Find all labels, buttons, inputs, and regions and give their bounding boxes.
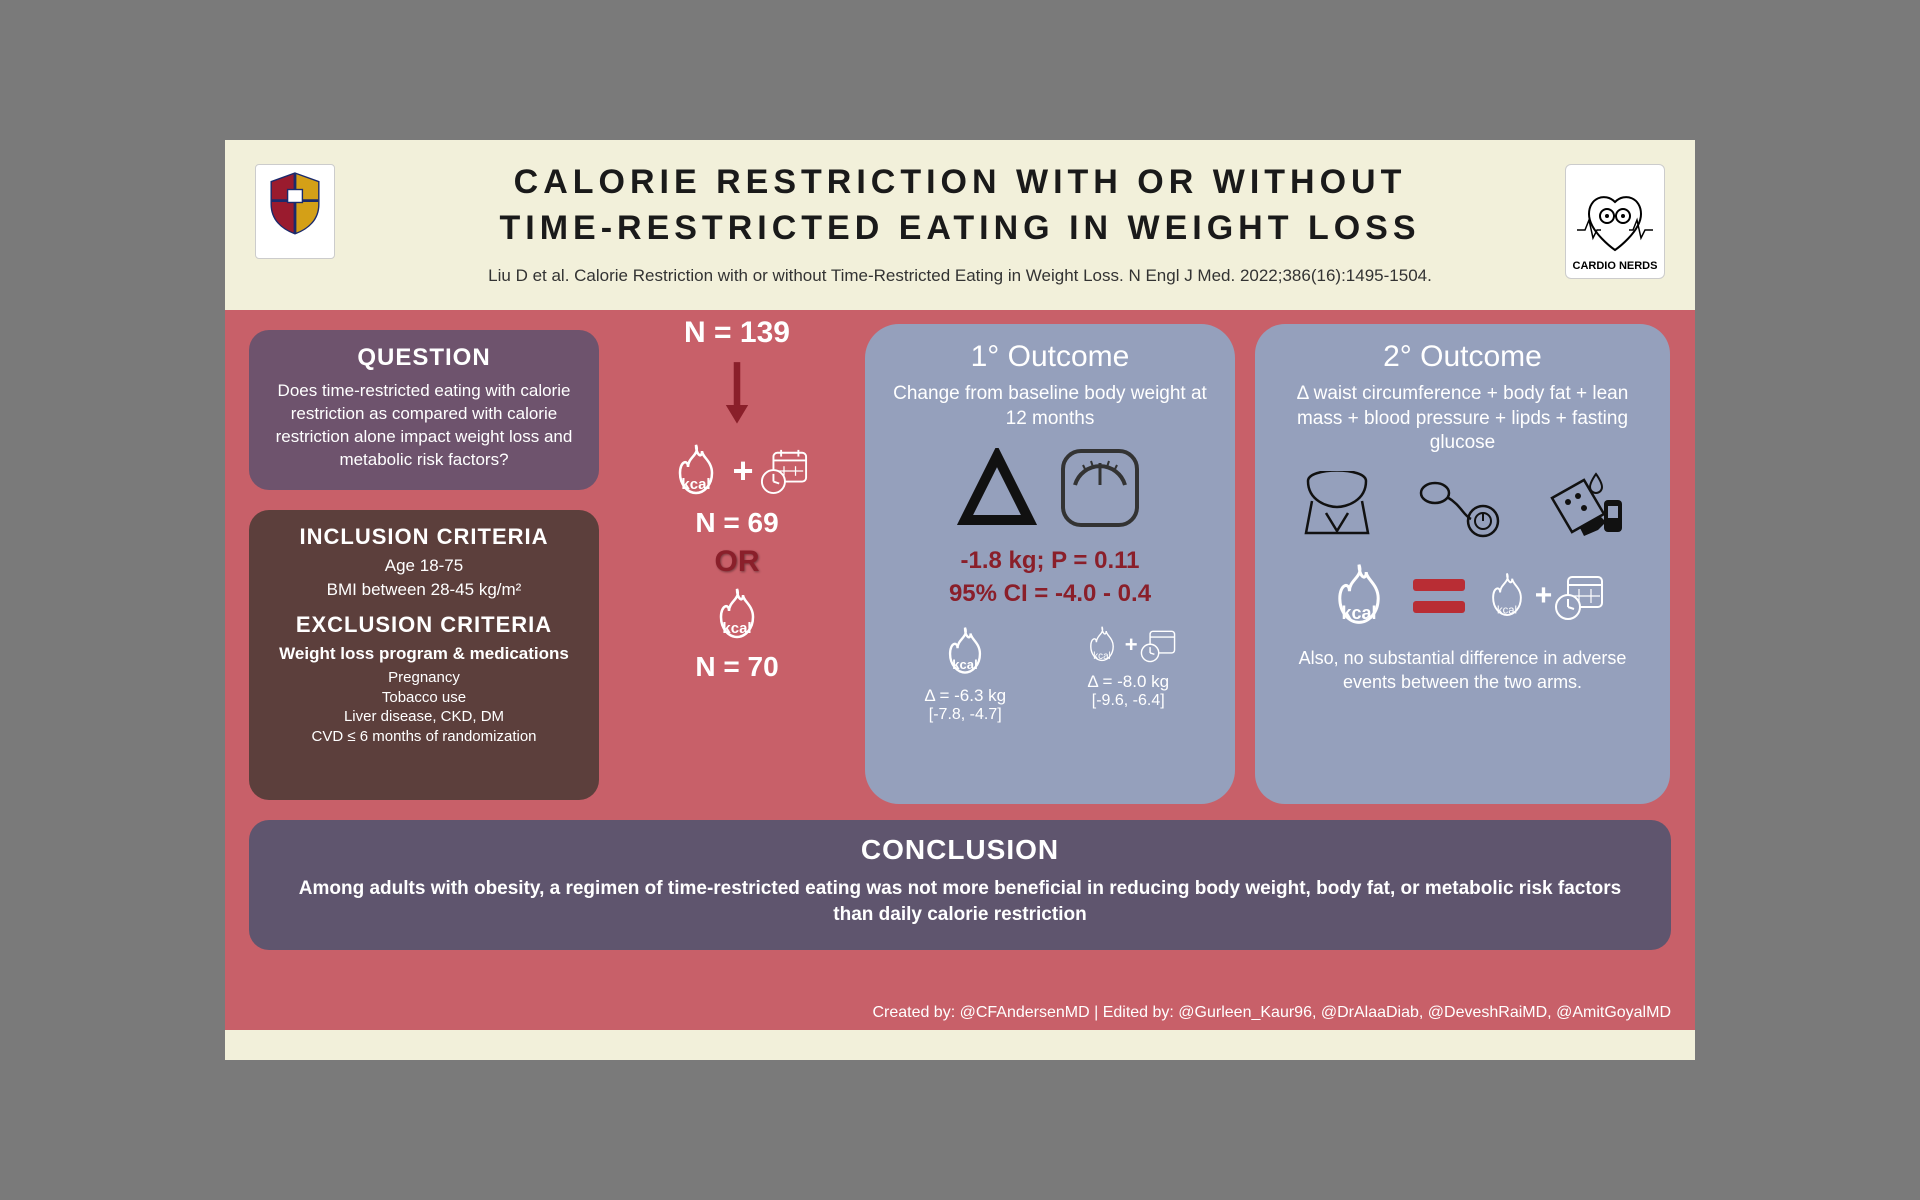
waist-tape-icon	[1298, 471, 1376, 541]
primary-result-2: 95% CI = -4.0 - 0.4	[887, 578, 1213, 610]
flame-kcal-icon: kcal	[1321, 560, 1397, 632]
primary-outcome-box: 1° Outcome Change from baseline body wei…	[865, 324, 1235, 804]
logo-right-label: CARDIO NERDS	[1573, 260, 1658, 272]
conclusion-title: CONCLUSION	[289, 834, 1631, 866]
scale-icon	[1057, 445, 1143, 531]
exclusion-4: Liver disease, CKD, DM	[267, 707, 581, 727]
svg-text:kcal: kcal	[1341, 603, 1376, 623]
or-label: OR	[627, 545, 847, 579]
exclusion-2: Pregnancy	[267, 668, 581, 688]
main-title: CALORIE RESTRICTION WITH OR WITHOUT TIME…	[255, 160, 1665, 252]
arm-tre-result: kcal + Δ = -8.0 kg [-9.6, -6.4]	[1081, 624, 1176, 724]
svg-text:kcal: kcal	[682, 476, 711, 493]
infographic-page: CARDIO NERDS CALORIE RESTRICTION WITH OR…	[225, 140, 1695, 1060]
flame-kcal-icon: kcal	[935, 624, 995, 680]
n-arm2: N = 70	[627, 651, 847, 683]
flame-kcal-icon: kcal	[1081, 624, 1123, 666]
exclusion-5: CVD ≤ 6 months of randomization	[267, 727, 581, 747]
secondary-outcome-title: 2° Outcome	[1277, 340, 1648, 374]
delta-icon	[957, 448, 1037, 528]
blood-pressure-icon	[1417, 471, 1503, 541]
exclusion-1: Weight loss program & medications	[267, 644, 581, 664]
conclusion-box: CONCLUSION Among adults with obesity, a …	[249, 820, 1671, 950]
plus-icon: +	[732, 450, 753, 492]
exclusion-title: EXCLUSION CRITERIA	[267, 612, 581, 638]
title-line-1: CALORIE RESTRICTION WITH OR WITHOUT	[514, 163, 1407, 201]
secondary-outcome-note: Also, no substantial difference in adver…	[1277, 646, 1648, 695]
citation-text: Liu D et al. Calorie Restriction with or…	[255, 266, 1665, 286]
svg-text:kcal: kcal	[1093, 651, 1110, 662]
secondary-outcome-subtitle: Δ waist circumference + body fat + lean …	[1277, 382, 1648, 456]
randomization-column: N = 139 kcal +	[627, 316, 847, 796]
clock-calendar-icon	[760, 447, 808, 495]
flame-kcal-icon: kcal	[1481, 570, 1533, 622]
primary-outcome-subtitle: Change from baseline body weight at 12 m…	[887, 382, 1213, 431]
arm-tre-ci: [-9.6, -6.4]	[1081, 692, 1176, 710]
arm-cr-ci: [-7.8, -4.7]	[924, 706, 1006, 724]
equals-icon	[1411, 573, 1467, 619]
header: CARDIO NERDS CALORIE RESTRICTION WITH OR…	[225, 140, 1695, 310]
criteria-box: INCLUSION CRITERIA Age 18-75 BMI between…	[249, 510, 599, 800]
title-line-2: TIME-RESTRICTED EATING IN WEIGHT LOSS	[499, 209, 1420, 247]
glucose-lipid-icon	[1544, 470, 1628, 542]
question-title: QUESTION	[269, 344, 579, 372]
shield-icon	[262, 171, 328, 236]
question-text: Does time-restricted eating with calorie…	[269, 380, 579, 472]
conclusion-text: Among adults with obesity, a regimen of …	[289, 876, 1631, 927]
secondary-outcome-box: 2° Outcome Δ waist circumference + body …	[1255, 324, 1670, 804]
question-box: QUESTION Does time-restricted eating wit…	[249, 330, 599, 490]
arm-cr-result: kcal Δ = -6.3 kg [-7.8, -4.7]	[924, 624, 1006, 724]
arm-tre-icons-top: kcal +	[627, 441, 847, 501]
inclusion-bmi: BMI between 28-45 kg/m²	[267, 580, 581, 600]
n-arm1: N = 69	[627, 507, 847, 539]
infographic-body: QUESTION Does time-restricted eating wit…	[225, 310, 1695, 1030]
plus-icon: +	[1535, 579, 1553, 613]
plus-icon: +	[1125, 632, 1138, 658]
flame-kcal-icon: kcal	[707, 585, 767, 645]
arm-cr-icon: kcal	[627, 585, 847, 645]
arm-tre-delta: Δ = -8.0 kg	[1081, 672, 1176, 692]
flame-kcal-icon: kcal	[666, 441, 726, 501]
primary-outcome-title: 1° Outcome	[887, 340, 1213, 374]
heart-mascot-icon	[1575, 190, 1655, 260]
down-arrow-icon	[723, 356, 751, 426]
logo-right-cardionerds: CARDIO NERDS	[1565, 164, 1665, 279]
tre-group-icons: kcal +	[1481, 570, 1605, 622]
primary-result-1: -1.8 kg; P = 0.11	[887, 545, 1213, 577]
exclusion-3: Tobacco use	[267, 688, 581, 708]
arm-cr-delta: Δ = -6.3 kg	[924, 686, 1006, 706]
logo-left-journal-club	[255, 164, 335, 259]
n-total: N = 139	[627, 316, 847, 350]
clock-calendar-icon	[1140, 627, 1176, 663]
inclusion-age: Age 18-75	[267, 556, 581, 576]
clock-calendar-icon	[1554, 571, 1604, 621]
svg-text:kcal: kcal	[722, 620, 751, 637]
credits-text: Created by: @CFAndersenMD | Edited by: @…	[872, 1004, 1671, 1022]
inclusion-title: INCLUSION CRITERIA	[267, 524, 581, 550]
svg-text:kcal: kcal	[1497, 604, 1517, 616]
svg-text:kcal: kcal	[953, 657, 978, 672]
